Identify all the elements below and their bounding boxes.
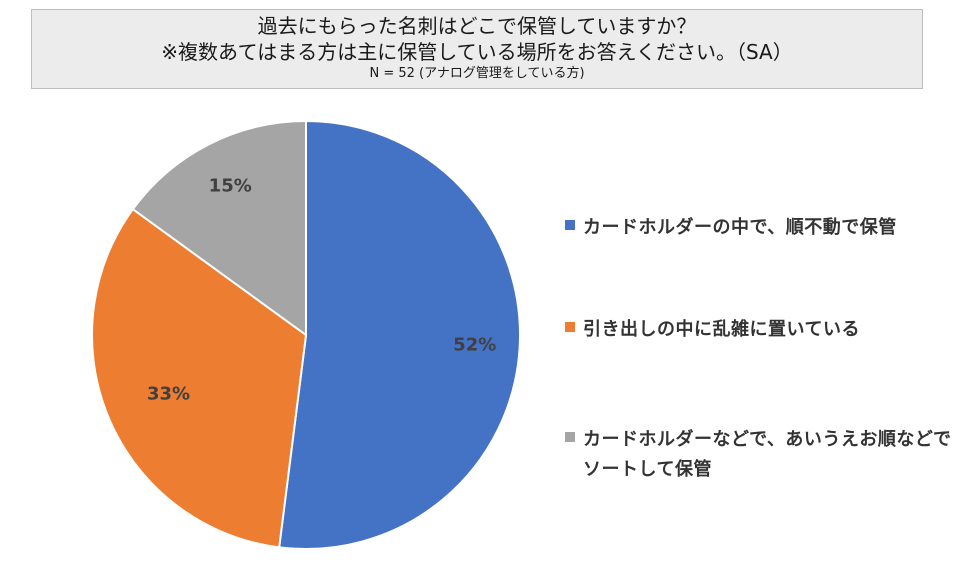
data-label-0: 52% — [453, 335, 496, 356]
legend-item-0: カードホルダーの中で、順不動で保管 — [565, 213, 960, 243]
data-label-1: 33% — [147, 383, 190, 404]
chart-subtitle: ※複数あてはまる方は主に保管している場所をお答えください。（SA） — [161, 40, 793, 64]
legend-label-1: 引き出しの中に乱雑に置いている — [583, 319, 860, 340]
legend-item-1: 引き出しの中に乱雑に置いている — [565, 315, 960, 345]
legend-label-0: カードホルダーの中で、順不動で保管 — [583, 217, 897, 238]
legend-label-2: カードホルダーなどで、あいうえお順などでソートして保管 — [583, 429, 952, 480]
legend-item-2: カードホルダーなどで、あいうえお順などでソートして保管 — [565, 425, 960, 485]
chart-title: 過去にもらった名刺はどこで保管していますか？ — [257, 14, 697, 38]
pie-slice-1 — [91, 207, 308, 549]
pie-slice-2 — [131, 119, 307, 337]
pie-slice-0 — [278, 119, 521, 550]
legend-swatch-0 — [565, 220, 575, 230]
chart-title-box: 過去にもらった名刺はどこで保管していますか？ ※複数あてはまる方は主に保管してい… — [31, 9, 923, 89]
legend-swatch-1 — [565, 322, 575, 332]
sample-size-note: N = 52 (アナログ管理をしている方) — [369, 66, 585, 81]
data-label-2: 15% — [209, 175, 252, 196]
legend-swatch-2 — [565, 432, 575, 442]
